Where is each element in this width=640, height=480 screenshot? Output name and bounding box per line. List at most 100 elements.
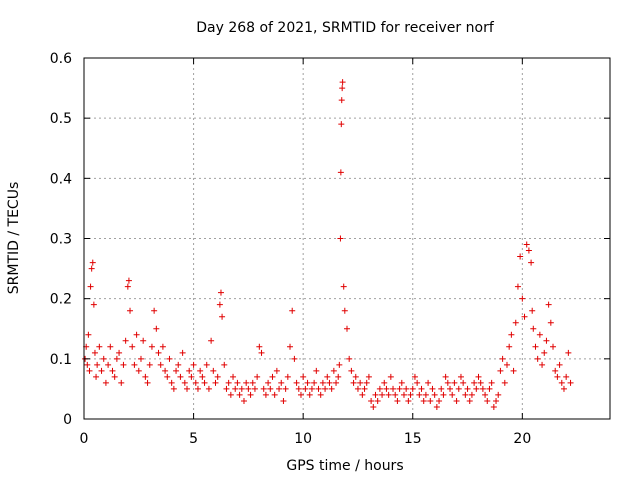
data-point: [387, 373, 394, 380]
data-point: [337, 235, 344, 242]
data-point: [184, 385, 191, 392]
data-point: [170, 385, 177, 392]
data-point: [105, 361, 112, 368]
data-point: [251, 385, 258, 392]
data-point: [311, 379, 318, 386]
data-point: [392, 391, 399, 398]
chart-title: Day 268 of 2021, SRMTID for receiver nor…: [196, 20, 495, 36]
data-point: [525, 247, 532, 254]
data-point: [354, 385, 361, 392]
data-point: [550, 343, 557, 350]
data-point: [304, 379, 311, 386]
data-point: [438, 385, 445, 392]
data-point: [344, 325, 350, 332]
data-point: [460, 379, 467, 386]
data-point: [368, 397, 375, 404]
data-point: [302, 385, 309, 392]
data-point: [107, 343, 114, 350]
data-point: [159, 343, 166, 350]
y-tick-label: 0.1: [50, 352, 72, 368]
data-point: [563, 373, 570, 380]
data-point: [276, 385, 283, 392]
data-point: [365, 373, 372, 380]
data-point: [359, 391, 366, 398]
data-point: [249, 379, 256, 386]
data-point: [501, 379, 508, 386]
data-point: [90, 301, 97, 308]
data-point: [503, 361, 510, 368]
data-point: [208, 337, 215, 344]
data-point: [330, 367, 337, 374]
data-point: [381, 379, 388, 386]
data-point: [335, 373, 342, 380]
data-point: [328, 385, 335, 392]
data-point: [326, 379, 333, 386]
data-point: [482, 391, 489, 398]
data-point: [565, 349, 572, 356]
data-point: [260, 385, 267, 392]
data-point: [372, 391, 379, 398]
data-point: [88, 265, 95, 272]
data-point: [444, 379, 451, 386]
data-point: [166, 355, 173, 362]
data-point: [247, 391, 254, 398]
x-axis-label: GPS time / hours: [286, 458, 403, 474]
data-point: [333, 379, 340, 386]
data-point: [385, 391, 392, 398]
data-point: [84, 361, 91, 368]
data-point: [173, 367, 180, 374]
data-point: [164, 373, 171, 380]
data-point: [539, 361, 546, 368]
data-point: [322, 385, 329, 392]
data-point: [403, 385, 410, 392]
data-point: [216, 301, 223, 308]
data-point: [91, 349, 98, 356]
data-point: [230, 373, 237, 380]
data-point: [225, 379, 232, 386]
data-point: [453, 397, 460, 404]
data-point: [85, 331, 92, 338]
data-point: [137, 355, 144, 362]
data-point: [475, 373, 482, 380]
data-point: [451, 379, 458, 386]
data-point: [370, 403, 377, 410]
data-point: [271, 391, 278, 398]
data-point: [205, 385, 212, 392]
data-point: [350, 379, 357, 386]
data-point: [133, 331, 140, 338]
data-point: [319, 379, 326, 386]
data-point: [340, 283, 347, 290]
data-point: [162, 367, 169, 374]
data-point: [471, 379, 478, 386]
data-point: [223, 385, 230, 392]
data-point: [243, 379, 250, 386]
data-point: [135, 367, 142, 374]
data-point: [217, 289, 224, 296]
data-point: [556, 361, 563, 368]
y-tick-label: 0.6: [50, 51, 72, 67]
data-point: [96, 343, 103, 350]
data-point: [541, 349, 548, 356]
data-point: [493, 397, 500, 404]
data-point: [473, 385, 480, 392]
data-point: [390, 385, 397, 392]
data-point: [363, 379, 370, 386]
data-point: [273, 367, 280, 374]
y-tick-label: 0.5: [50, 111, 72, 127]
data-point: [464, 385, 471, 392]
data-point: [212, 379, 219, 386]
data-point: [140, 337, 147, 344]
data-point: [545, 301, 552, 308]
data-point: [236, 391, 243, 398]
data-point: [357, 379, 364, 386]
data-point: [512, 319, 519, 326]
data-point: [313, 367, 320, 374]
data-point: [113, 355, 120, 362]
data-point: [497, 367, 504, 374]
data-point: [523, 241, 530, 248]
data-point: [484, 397, 491, 404]
data-point: [552, 367, 559, 374]
data-point: [486, 385, 493, 392]
data-point: [155, 349, 162, 356]
data-point: [190, 361, 197, 368]
